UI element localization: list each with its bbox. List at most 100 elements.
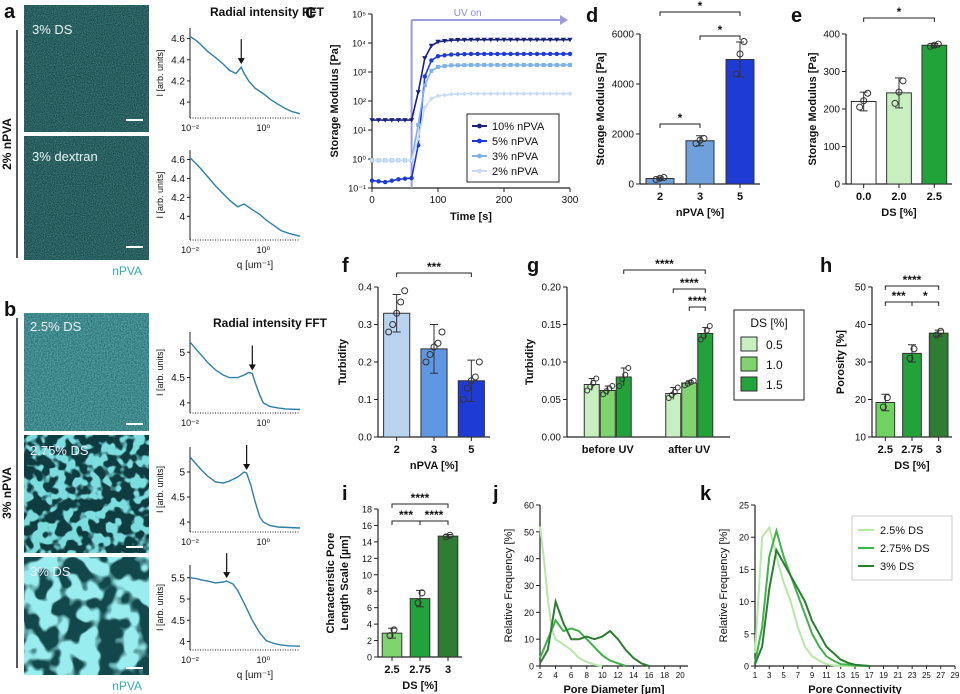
x-tick-label: 6 <box>569 671 574 680</box>
y-axis-label: Storage Modulus [Pa] <box>807 52 819 165</box>
x-tick-label: 3 <box>767 671 772 680</box>
y-tick-label: 4 <box>179 398 185 409</box>
bar-2.5 <box>921 44 948 185</box>
fft-plot-1: 4 4.2 4.4 4.6 10⁻² 10⁰ I [arb. units] <box>155 28 301 133</box>
bar-1.0-after-UV <box>681 382 698 438</box>
data-point <box>475 62 480 67</box>
data-point <box>382 118 388 123</box>
chart-c: 10⁻¹ 10⁰ 10¹ 10² 10³ 10⁴ 10⁵ 0 100 200 300 Time [s]… <box>329 8 579 223</box>
y-tick-label: 0.0 <box>358 433 372 444</box>
series-line-25DS <box>754 525 855 667</box>
data-point <box>554 91 560 96</box>
y-tick-label: 0.10 <box>542 358 562 369</box>
data-point <box>475 51 480 57</box>
replicate-point <box>600 391 607 398</box>
significance-bracket <box>863 17 935 22</box>
y-tick-label: 10⁵ <box>352 10 366 20</box>
bar-1.5-after-UV <box>697 333 714 438</box>
data-point <box>455 91 461 97</box>
data-point <box>561 51 566 57</box>
data-point <box>389 118 395 123</box>
peak-arrow-head <box>243 464 251 470</box>
y-tick-label: 0.4 <box>358 283 372 294</box>
legend-swatch <box>740 356 758 372</box>
data-point <box>502 62 506 67</box>
data-point <box>508 91 513 96</box>
data-point <box>534 51 540 57</box>
y-tick-label: 0.3 <box>358 320 372 331</box>
x-tick-label: 10⁻² <box>181 655 199 665</box>
data-point <box>508 62 513 67</box>
data-point <box>396 157 401 163</box>
y-tick-label: 4.2 <box>171 76 185 87</box>
y-tick-label: 18 <box>362 505 372 515</box>
legend-label: 2.5% DS <box>880 525 923 537</box>
x-tick-label: 15 <box>851 671 860 680</box>
replicate-point <box>593 375 600 382</box>
y-tick-label: 4.5 <box>171 373 185 384</box>
x-tick-label: 5 <box>468 444 474 456</box>
replicate-point <box>706 323 713 329</box>
series-line-275DS <box>539 618 627 667</box>
data-point <box>567 91 573 96</box>
significance-label: * <box>678 111 683 125</box>
image-label: 2.5% DS <box>30 319 82 334</box>
data-point <box>442 38 448 44</box>
replicate-point <box>390 626 398 634</box>
x-tick-label: 300 <box>562 195 579 206</box>
significance-bracket <box>396 272 472 277</box>
panel-letter-b: b <box>4 299 16 321</box>
x-tick-label: 3 <box>431 444 437 456</box>
significance-bracket <box>623 269 706 274</box>
y-axis-label: I [arb. units] <box>155 49 165 96</box>
data-point <box>455 63 460 68</box>
legend-label: 1.5 <box>766 378 783 392</box>
y-tick-label: 4000 <box>612 80 635 91</box>
bar-0.0 <box>850 101 877 185</box>
replicate-point <box>418 589 426 597</box>
significance-label: **** <box>680 276 699 290</box>
legend-title: DS [%] <box>750 316 787 330</box>
replicate-point <box>864 89 872 97</box>
data-point <box>514 37 520 43</box>
data-point <box>488 51 493 57</box>
replicate-point <box>426 351 434 358</box>
significance-bracket <box>699 35 741 40</box>
data-point <box>508 51 513 57</box>
data-point <box>568 62 572 67</box>
data-point <box>548 51 553 57</box>
data-point <box>415 90 421 95</box>
significance-label: **** <box>411 491 430 505</box>
data-point <box>494 37 500 43</box>
y-tick-label: 0 <box>834 180 840 191</box>
y-tick-label: 30 <box>524 581 534 591</box>
x-tick-label: 18 <box>660 671 669 680</box>
data-point <box>415 136 421 142</box>
y-tick-label: 20 <box>739 533 749 543</box>
data-point <box>396 177 401 182</box>
data-point <box>475 91 480 96</box>
data-point <box>402 176 408 181</box>
data-point <box>468 91 474 96</box>
legend-label: 2% nPVA <box>492 166 539 178</box>
data-point <box>541 62 546 67</box>
y-tick-label: 4 <box>367 620 372 630</box>
chart-i: 0 2 4 6 8 10 12 14 16 18 2.5 2.75 3 DS [%] Characteris… <box>325 491 462 692</box>
y-tick-label: 300 <box>823 67 840 78</box>
micrograph-a1: 3% DS <box>24 5 149 132</box>
replicate-point <box>860 97 868 105</box>
data-point <box>462 63 467 68</box>
x-tick-label: 29 <box>951 671 960 680</box>
data-point <box>548 62 553 67</box>
replicate-point <box>684 380 691 387</box>
y-tick-label: 4.4 <box>171 55 185 66</box>
y-tick-label: 4.2 <box>171 193 185 204</box>
x-tick-label: 2.0 <box>891 191 906 203</box>
y-axis-label: Turbidity <box>524 338 536 385</box>
y-tick-label: 25 <box>739 501 749 511</box>
x-tick-label: 8 <box>585 671 590 680</box>
x-axis-label: DS [%] <box>894 460 930 472</box>
replicate-point <box>434 339 442 347</box>
y-tick-label: 5.5 <box>171 573 185 584</box>
replicate-point <box>740 38 748 45</box>
